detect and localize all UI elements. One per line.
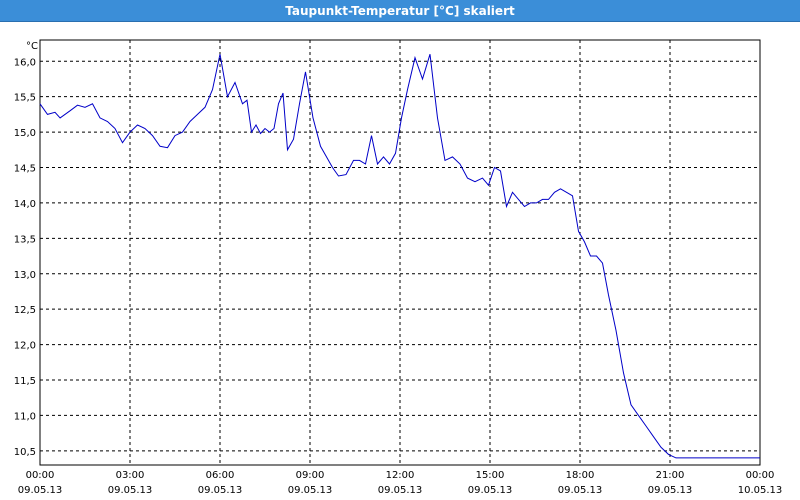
x-tick-time-label: 15:00 (476, 470, 505, 481)
x-tick-time-label: 00:00 (26, 470, 55, 481)
chart-frame: °C 10,5 11,0 11,5 12,0 12,5 13,0 13,5 14,0 14,5 1… (0, 22, 800, 500)
y-tick-label: 11,0 (14, 411, 36, 422)
y-tick-label: 15,0 (14, 128, 36, 139)
x-tick-time-label: 06:00 (206, 470, 235, 481)
x-tick-date-label: 09.05.13 (558, 485, 603, 496)
grid-lines (40, 40, 760, 465)
x-tick-time-label: 09:00 (296, 470, 325, 481)
y-axis-unit-label: °C (26, 41, 38, 52)
window-title: Taupunkt-Temperatur [°C] skaliert (0, 0, 800, 22)
y-tick-label: 10,5 (14, 447, 36, 458)
y-tick-label: 15,5 (14, 93, 36, 104)
x-tick-date-label: 09.05.13 (18, 485, 63, 496)
y-tick-labels: 10,5 11,0 11,5 12,0 12,5 13,0 13,5 14,0 14,5 15,0… (14, 57, 36, 458)
dewpoint-chart: °C 10,511,011,512,012,513,013,514,014,51… (14, 39, 783, 496)
y-tick-label: 12,0 (14, 341, 36, 352)
y-tick-label: 13,5 (14, 234, 36, 245)
x-tick-date-label: 09.05.13 (198, 485, 243, 496)
x-tick-time-label: 12:00 (386, 470, 415, 481)
y-tick-label: 14,0 (14, 199, 36, 210)
x-tick-time-label: 18:00 (566, 470, 595, 481)
x-tick-date-label: 09.05.13 (288, 485, 333, 496)
x-tick-date-label: 09.05.13 (378, 485, 423, 496)
y-tick-label: 14,5 (14, 164, 36, 175)
x-tick-date-label: 09.05.13 (108, 485, 153, 496)
y-tick-label: 16,0 (14, 57, 36, 68)
x-tick-date-label: 09.05.13 (648, 485, 693, 496)
y-tick-label: 12,5 (14, 305, 36, 316)
y-tick-label: 13,0 (14, 270, 36, 281)
x-tick-time-label: 00:00 (746, 470, 775, 481)
y-tick-label: 11,5 (14, 376, 36, 387)
x-tick-date-label: 10.05.13 (738, 485, 783, 496)
x-tick-labels: 00:00 09.05.13 03:00 09.05.13 06:00 09.05.13 0… (18, 470, 783, 496)
x-tick-time-label: 03:00 (116, 470, 145, 481)
x-tick-date-label: 09.05.13 (468, 485, 513, 496)
series-line (39, 54, 760, 459)
x-tick-time-label: 21:00 (656, 470, 685, 481)
plot-area-border (39, 39, 761, 466)
